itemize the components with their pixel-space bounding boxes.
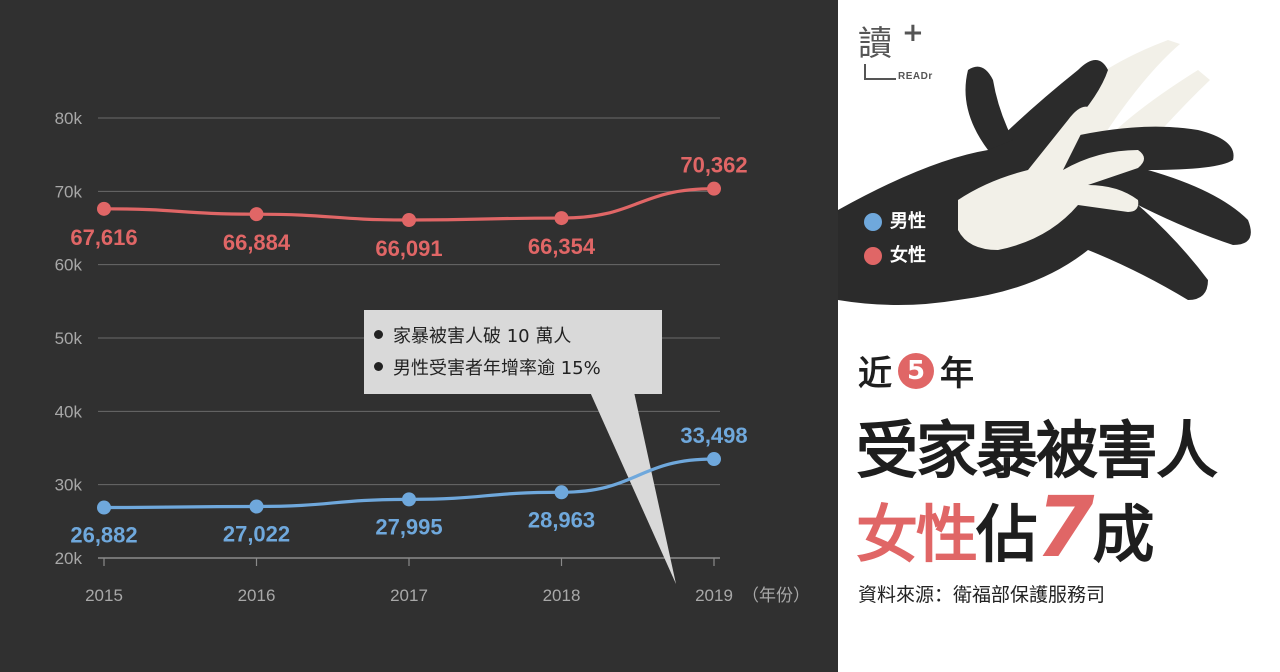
- data-point: [707, 452, 721, 467]
- data-point: [554, 211, 569, 226]
- y-tick-label: 40k: [55, 402, 83, 421]
- hands-illustration: [838, 40, 1251, 305]
- data-label: 27,995: [375, 514, 442, 539]
- data-label: 67,616: [70, 225, 137, 250]
- y-tick-label: 30k: [55, 476, 83, 495]
- callout-text: 家暴被害人破 10 萬人: [393, 326, 572, 347]
- data-label: 66,884: [223, 230, 291, 255]
- data-point: [249, 499, 264, 514]
- data-point: [402, 212, 416, 227]
- legend-swatch-male: [864, 213, 882, 231]
- x-tick-label: 2017: [390, 586, 428, 605]
- headline-number-badge: 5: [898, 353, 934, 389]
- x-axis-unit: （年份）: [742, 586, 810, 606]
- annotation-callout: 家暴被害人破 10 萬人 男性受害者年增率逾 15%: [364, 310, 662, 394]
- x-tick-label: 2016: [238, 586, 276, 605]
- data-point: [707, 181, 721, 196]
- logo-mark: 讀: [858, 24, 892, 64]
- data-point: [97, 201, 111, 216]
- legend-label-female: 女性: [890, 245, 926, 266]
- readr-logo: 讀 + READr: [858, 18, 938, 94]
- headline-line-2: 受家暴被害人: [856, 414, 1218, 487]
- y-tick-label: 20k: [55, 549, 83, 568]
- logo-bracket: [864, 64, 896, 80]
- y-tick-label: 60k: [55, 256, 83, 275]
- callout-item: 家暴被害人破 10 萬人: [374, 322, 571, 352]
- legend-label-male: 男性: [890, 211, 926, 232]
- headline-line-3: 女性佔7成: [856, 485, 1155, 574]
- headline-female: 女性: [856, 498, 978, 571]
- callout-text: 男性受害者年增率逾 15%: [393, 358, 601, 379]
- data-point: [97, 500, 111, 515]
- data-point: [554, 485, 569, 500]
- logo-text: READr: [898, 71, 933, 82]
- data-label: 66,091: [375, 236, 442, 261]
- x-tick-label: 2018: [543, 586, 581, 605]
- line-chart: 20k 30k 40k 50k 60k 70k 80k 2015 2016 2017 2018 20…: [55, 109, 810, 606]
- legend-item-male: 男性: [864, 210, 984, 236]
- data-label: 70,362: [680, 153, 747, 178]
- data-label: 33,498: [680, 423, 747, 448]
- chart-panel: 20k 30k 40k 50k 60k 70k 80k 2015 2016 2017 2018 20…: [0, 0, 838, 672]
- data-point: [249, 207, 264, 222]
- callout-pointer: [590, 392, 676, 584]
- data-label: 27,022: [223, 522, 290, 547]
- callout-item: 男性受害者年增率逾 15%: [374, 354, 601, 384]
- x-tick-label: 2015: [85, 586, 123, 605]
- headline-suffix: 年: [940, 354, 974, 394]
- y-tick-label: 70k: [55, 182, 83, 201]
- data-point: [402, 492, 416, 507]
- headline-seven: 7: [1036, 478, 1094, 576]
- source-note: 資料來源：衛福部保護服務司: [858, 584, 1106, 606]
- legend-swatch-female: [864, 247, 882, 265]
- data-label: 28,963: [528, 507, 595, 532]
- y-tick-label: 80k: [55, 109, 83, 128]
- legend-item-female: 女性: [864, 244, 984, 270]
- headline-prefix: 近: [858, 354, 892, 394]
- x-tick-label: 2019: [695, 586, 733, 605]
- logo-plus: +: [902, 18, 924, 48]
- headline-tenths: 成: [1092, 498, 1154, 571]
- y-tick-label: 50k: [55, 329, 83, 348]
- headline-occupy: 佔: [976, 498, 1038, 571]
- data-label: 66,354: [528, 234, 596, 259]
- data-label: 26,882: [70, 523, 137, 548]
